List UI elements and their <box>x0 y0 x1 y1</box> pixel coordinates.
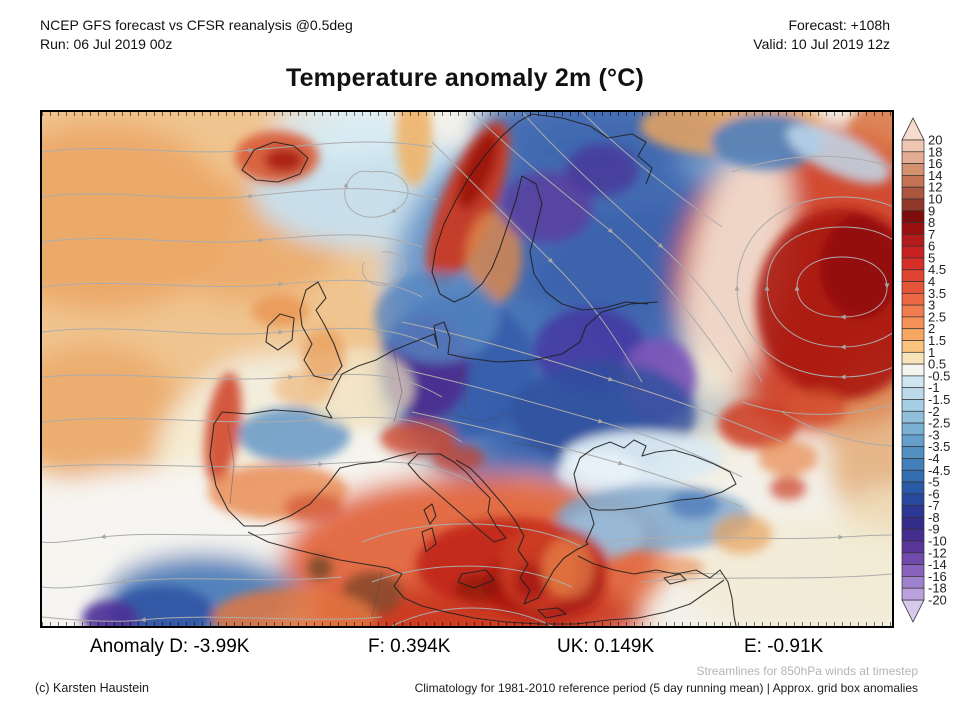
svg-text:-7: -7 <box>928 498 940 513</box>
svg-text:2: 2 <box>928 321 935 336</box>
colorbar-scale: 201816141210987654.543.532.521.510.5-0.5… <box>901 117 950 623</box>
svg-text:5: 5 <box>928 250 935 265</box>
svg-text:-5: -5 <box>928 475 940 490</box>
svg-text:3: 3 <box>928 298 935 313</box>
coastlines-layer <box>209 113 737 626</box>
svg-text:-9: -9 <box>928 522 940 537</box>
svg-text:14: 14 <box>928 168 942 183</box>
climatology-note: Climatology for 1981-2010 reference peri… <box>414 681 918 695</box>
model-name-line: NCEP GFS forecast vs CFSR reanalysis @0.… <box>40 17 353 33</box>
svg-text:-0.5: -0.5 <box>928 368 950 383</box>
forecast-valid-info: Forecast: +108h Valid: 10 Jul 2019 12z <box>753 16 890 54</box>
svg-text:7: 7 <box>928 227 935 242</box>
svg-text:1.5: 1.5 <box>928 333 946 348</box>
svg-text:-10: -10 <box>928 534 947 549</box>
svg-text:-14: -14 <box>928 557 947 572</box>
anomaly-value-france: F: 0.394K <box>368 636 451 657</box>
svg-text:8: 8 <box>928 215 935 230</box>
run-time-line: Run: 06 Jul 2019 00z <box>40 36 173 52</box>
page-title: Temperature anomaly 2m (°C) <box>285 64 645 92</box>
svg-text:9: 9 <box>928 203 935 218</box>
svg-text:-20: -20 <box>928 593 947 608</box>
colorbar: 20 18 16 14 12 10 9 8 7 6 5 4.5 4 3.5 3 2.5 2 1.5 1 0.5 -0.5… <box>896 110 960 634</box>
streamlines-layer <box>42 112 892 626</box>
svg-text:6: 6 <box>928 239 935 254</box>
anomaly-value-uk: UK: 0.149K <box>557 636 655 657</box>
map-canvas <box>42 112 892 626</box>
anomaly-value-germany: Anomaly D: -3.99K <box>90 636 250 657</box>
svg-text:20: 20 <box>928 133 942 148</box>
svg-text:3.5: 3.5 <box>928 286 946 301</box>
valid-time-line: Valid: 10 Jul 2019 12z <box>753 36 890 52</box>
svg-text:1: 1 <box>928 345 935 360</box>
svg-text:0.5: 0.5 <box>928 357 946 372</box>
svg-text:-1.5: -1.5 <box>928 392 950 407</box>
svg-text:-1: -1 <box>928 380 940 395</box>
svg-text:-16: -16 <box>928 569 947 584</box>
svg-text:-18: -18 <box>928 581 947 596</box>
svg-text:-6: -6 <box>928 486 940 501</box>
svg-text:16: 16 <box>928 156 942 171</box>
anomaly-value-spain: E: -0.91K <box>744 636 824 657</box>
svg-text:-3: -3 <box>928 427 940 442</box>
svg-text:4.5: 4.5 <box>928 262 946 277</box>
country-borders-layer <box>227 351 723 618</box>
svg-text:2.5: 2.5 <box>928 309 946 324</box>
svg-text:-3.5: -3.5 <box>928 439 950 454</box>
svg-text:-12: -12 <box>928 545 947 560</box>
svg-text:-4: -4 <box>928 451 940 466</box>
model-run-info: NCEP GFS forecast vs CFSR reanalysis @0.… <box>40 16 353 54</box>
svg-text:-2.5: -2.5 <box>928 416 950 431</box>
author-credit: (c) Karsten Haustein <box>35 681 149 695</box>
svg-text:-8: -8 <box>928 510 940 525</box>
svg-text:10: 10 <box>928 191 942 206</box>
anomaly-map <box>40 110 894 628</box>
svg-text:-4.5: -4.5 <box>928 463 950 478</box>
svg-text:12: 12 <box>928 180 942 195</box>
svg-text:-2: -2 <box>928 404 940 419</box>
svg-text:4: 4 <box>928 274 935 289</box>
streamlines-note: Streamlines for 850hPa winds at timestep <box>696 664 918 678</box>
svg-text:18: 18 <box>928 144 942 159</box>
forecast-hour-line: Forecast: +108h <box>788 17 890 33</box>
